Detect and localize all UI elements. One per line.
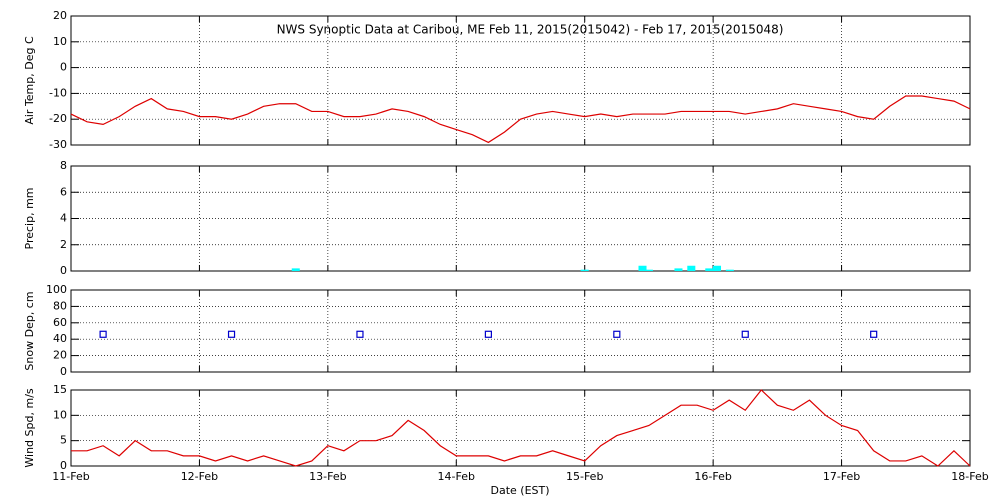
point <box>870 330 878 338</box>
x-tick-label: 13-Feb <box>309 470 346 483</box>
bar <box>725 269 734 271</box>
bar <box>644 269 653 271</box>
bar <box>580 269 589 271</box>
point <box>99 330 107 338</box>
y-axis-label: Wind Spd, m/s <box>23 388 36 468</box>
x-tick-label: 18-Feb <box>951 470 988 483</box>
x-tick-label: 15-Feb <box>566 470 603 483</box>
x-tick-label: 16-Feb <box>694 470 731 483</box>
y-tick-label: 100 <box>46 283 67 296</box>
point <box>741 330 749 338</box>
x-tick-label: 14-Feb <box>438 470 475 483</box>
y-tick-label: 10 <box>53 35 67 48</box>
y-tick-label: 40 <box>53 332 67 345</box>
y-tick-label: 4 <box>60 212 67 225</box>
x-axis-label: Date (EST) <box>490 484 549 497</box>
y-tick-label: 20 <box>53 9 67 22</box>
y-tick-label: 6 <box>60 185 67 198</box>
bar <box>712 265 722 271</box>
y-tick-label: 0 <box>60 459 67 472</box>
point <box>356 330 364 338</box>
point <box>613 330 621 338</box>
y-axis-label: Precip, mm <box>23 188 36 250</box>
x-tick-label: 11-Feb <box>52 470 89 483</box>
point <box>227 330 236 338</box>
chart-title: NWS Synoptic Data at Caribou, ME Feb 11,… <box>277 23 784 37</box>
y-axis-label: Snow Dep, cm <box>23 291 36 370</box>
y-tick-label: 0 <box>60 61 67 74</box>
bar <box>674 268 683 271</box>
data-line <box>70 95 971 144</box>
plot-frame <box>70 15 971 146</box>
y-tick-label: 0 <box>60 365 67 378</box>
y-tick-label: -10 <box>49 86 67 99</box>
plot-frame <box>70 389 971 467</box>
y-tick-label: -30 <box>49 138 67 151</box>
y-tick-label: 8 <box>60 159 67 172</box>
point <box>484 330 492 338</box>
y-tick-label: 10 <box>53 408 67 421</box>
y-tick-label: 5 <box>60 434 67 447</box>
y-axis-label: Air Temp, Deg C <box>23 36 36 125</box>
y-tick-label: 0 <box>60 264 67 277</box>
y-tick-label: 20 <box>53 349 67 362</box>
y-tick-label: 2 <box>60 238 67 251</box>
y-tick-label: -20 <box>49 112 67 125</box>
y-tick-label: 80 <box>53 299 67 312</box>
y-tick-label: 15 <box>53 383 67 396</box>
x-tick-label: 17-Feb <box>823 470 860 483</box>
bar <box>705 268 714 271</box>
bar <box>638 265 647 271</box>
plot-frame <box>70 289 971 373</box>
bar <box>291 268 300 271</box>
x-tick-label: 12-Feb <box>181 470 218 483</box>
data-line <box>71 389 971 467</box>
y-tick-label: 60 <box>53 316 67 329</box>
bar <box>687 265 696 271</box>
